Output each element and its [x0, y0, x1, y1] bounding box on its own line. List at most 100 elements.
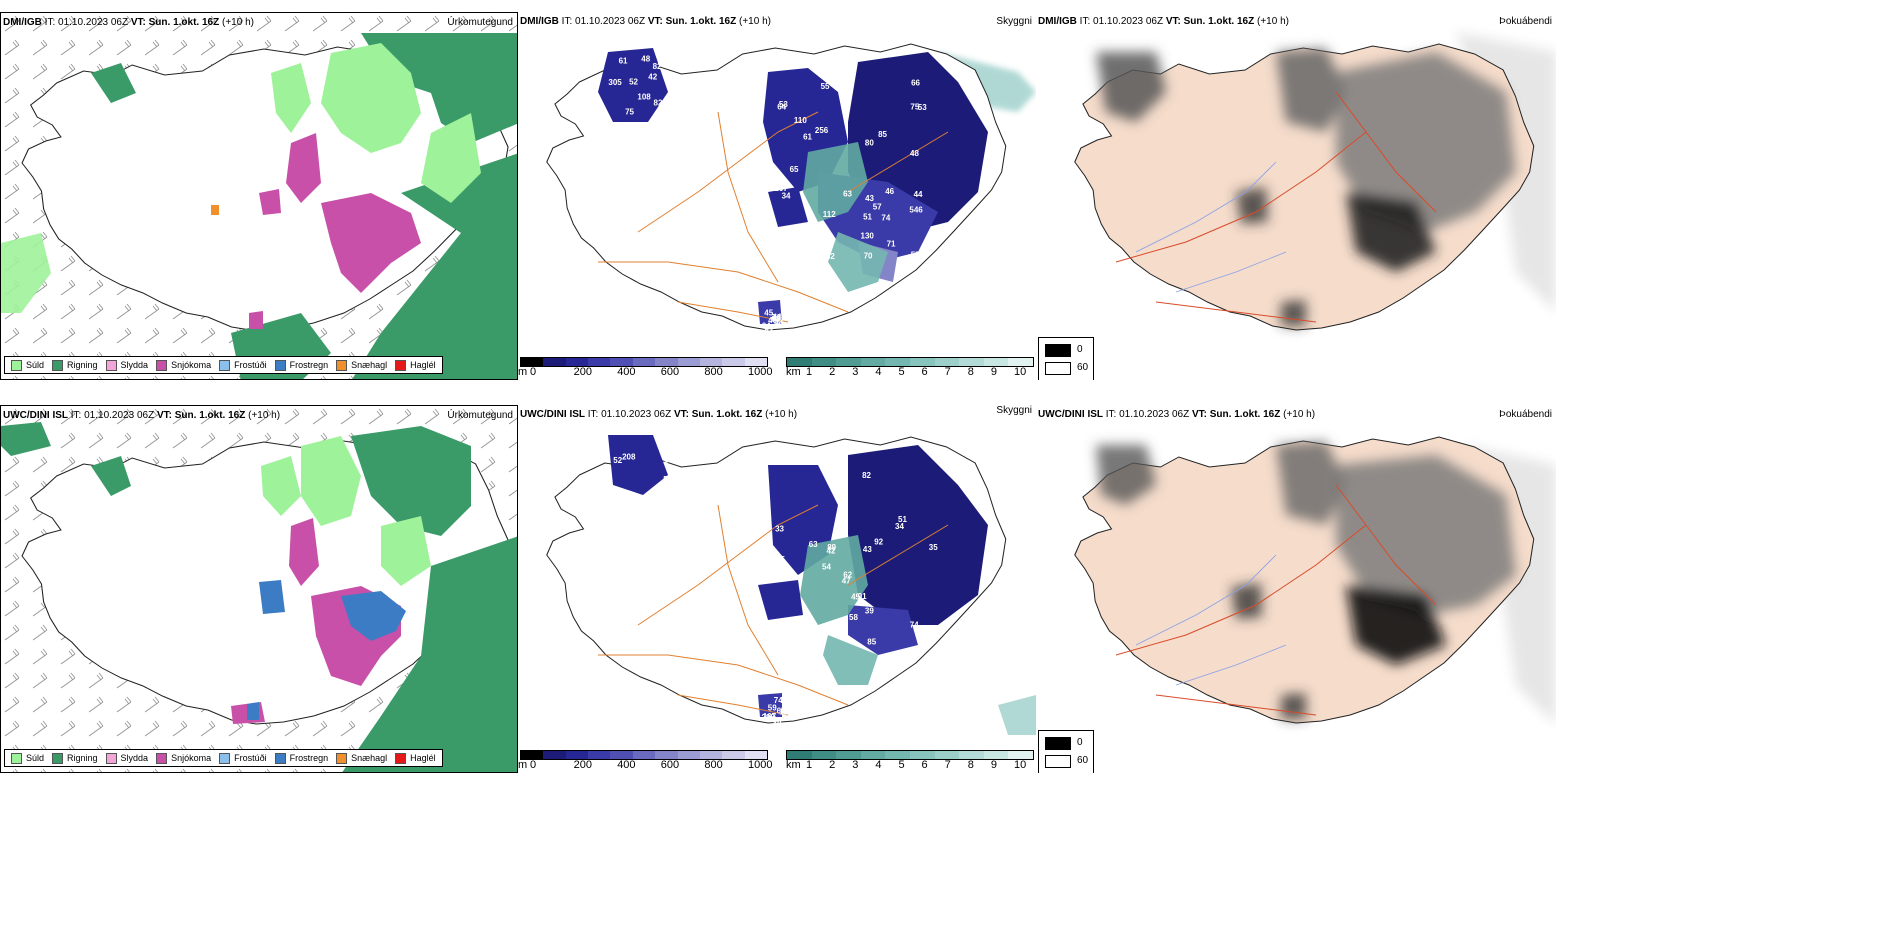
freezing-rain-area — [247, 580, 406, 720]
ceiling-value-label: 57 — [663, 475, 672, 484]
ceiling-value-label: 43 — [863, 545, 872, 554]
it-label: IT: — [70, 410, 82, 421]
legend-item: Rigning — [52, 752, 98, 764]
drizzle-area — [261, 436, 431, 586]
legend-label: Súld — [26, 753, 45, 763]
lead-time: (+10 h) — [765, 409, 798, 420]
precip-map — [1, 406, 517, 772]
river-network — [1135, 554, 1287, 686]
ceiling-value-label: 71 — [772, 313, 781, 322]
lead-time: (+10 h) — [739, 16, 771, 27]
ceiling-value-label: 43 — [839, 530, 848, 539]
bottom-ceiling-panel: 58 43 39 62 59 35 55 62 45 48 52 33 82 59 33 57 63 35 91 10… — [518, 405, 1036, 773]
model-name: UWC/DINI ISL — [3, 410, 68, 421]
scale-swatch — [909, 751, 935, 759]
ceiling-value-label: 63 — [843, 189, 852, 198]
ceiling-value-label: 82 — [862, 471, 871, 480]
legend-swatch — [395, 359, 407, 371]
scale-swatch — [565, 751, 589, 759]
scale-label: 200 — [573, 366, 592, 378]
ceiling-value-label: 130 — [861, 231, 875, 240]
ceiling-value-label: 92 — [968, 228, 977, 237]
ceiling-value-label: 256 — [815, 126, 829, 135]
fog-map — [1036, 12, 1556, 380]
scale-swatch — [632, 358, 656, 366]
ceiling-value-label: 64 — [762, 322, 771, 331]
scale-label: 1 — [806, 759, 813, 771]
legend-label: Snjókoma — [171, 360, 212, 370]
legend-item: Rigning — [52, 359, 98, 371]
scale-swatch — [655, 751, 678, 759]
ceiling-value-label: 63 — [809, 540, 818, 549]
ceiling-value-label: 82 — [654, 99, 663, 108]
scale-swatch — [610, 751, 633, 759]
scale-swatch — [699, 751, 723, 759]
ceiling-value-label: 51 — [898, 515, 907, 524]
scale-swatch — [677, 358, 700, 366]
top-ceiling-panel: 108 64 48 82 71 75 55 53 46 68 61 63 80 44 46 42 34 75 57 6… — [518, 12, 1036, 380]
legend-swatch — [395, 752, 407, 764]
scale-swatch — [655, 358, 678, 366]
fog-label-0: 0 — [1077, 737, 1083, 748]
ceiling-value-label: 92 — [874, 538, 883, 547]
ceiling-value-label: 80 — [865, 139, 874, 148]
road-network — [1115, 91, 1437, 323]
it-value: 01.10.2023 06Z — [601, 409, 672, 420]
it-value: 01.10.2023 06Z — [1119, 409, 1190, 420]
ceiling-scale-labels: m 0 200 400 600 800 1000 — [518, 366, 772, 380]
ceiling-value-label: 52 — [613, 456, 622, 465]
legend-item: Frostregn — [274, 359, 329, 371]
legend-label: Haglél — [410, 360, 436, 370]
legend-swatch — [274, 359, 286, 371]
ceiling-value-label: 44 — [914, 190, 923, 199]
scale-label: 3 — [852, 759, 859, 771]
ceiling-value-label: 91 — [858, 592, 867, 601]
ceiling-value-label: 112 — [823, 210, 836, 219]
ceiling-value-label: 74 — [881, 213, 890, 222]
model-name: DMI/IGB — [520, 16, 559, 27]
scale-swatch — [610, 358, 633, 366]
ceiling-value-label: 33 — [767, 715, 776, 724]
ceiling-value-label: 33 — [775, 525, 784, 534]
ceiling-value-label: 65 — [790, 165, 799, 174]
ceiling-value-label: 82 — [653, 62, 662, 71]
ceiling-value-label: 71 — [887, 239, 896, 248]
fog-swatch-60 — [1045, 362, 1071, 375]
ceiling-value-label: 62 — [843, 571, 852, 580]
lead-time: (+10 h) — [248, 410, 281, 421]
scale-label: 600 — [660, 366, 680, 378]
scale-swatch — [722, 751, 745, 759]
ceiling-value-label: 64 — [777, 102, 786, 111]
vt-value: Sun. 1.okt. 16Z — [148, 17, 220, 28]
ceiling-value-label: 41 — [657, 494, 666, 503]
legend-label: Frostúði — [234, 753, 267, 763]
value-labels: 58 43 39 62 59 35 55 62 45 48 52 33 82 59 33 57 63 35 91 10… — [613, 447, 980, 729]
scale-swatch — [787, 358, 812, 366]
legend-swatch — [274, 752, 286, 764]
ceiling-value-label: 298 — [762, 713, 776, 722]
vt-label: VT: — [1191, 409, 1207, 420]
it-value: 01.10.2023 06Z — [58, 17, 129, 28]
scale-swatch — [836, 358, 861, 366]
product-name: Skyggni — [996, 16, 1032, 27]
legend-label: Snjókoma — [171, 753, 212, 763]
ceiling-value-label: 90 — [666, 447, 675, 456]
drizzle-area — [1, 43, 481, 313]
ceiling-value-label: 52 — [629, 78, 638, 87]
scale-label: 7 — [944, 366, 951, 378]
value-labels: 1086448827175555346686163804446423475576… — [608, 55, 977, 335]
fog-map — [1036, 405, 1556, 773]
it-label: IT: — [1079, 16, 1091, 27]
ceiling-value-label: 305 — [608, 78, 622, 87]
fog-label-60: 60 — [1077, 362, 1089, 373]
vt-label: VT: — [647, 16, 663, 27]
scale-swatch — [677, 751, 700, 759]
it-label: IT: — [561, 16, 573, 27]
bottom-fog-panel: UWC/DINI ISL IT: 01.10.2023 06Z VT: Sun.… — [1036, 405, 1556, 773]
legend-swatch — [219, 359, 231, 371]
ceiling-value-label: 48 — [910, 149, 919, 158]
ceiling-value-label: 47 — [842, 577, 851, 586]
legend-label: Frostregn — [289, 360, 329, 370]
ceiling-value-label: 75 — [625, 108, 634, 117]
ceiling-value-label: 261 — [641, 510, 655, 519]
